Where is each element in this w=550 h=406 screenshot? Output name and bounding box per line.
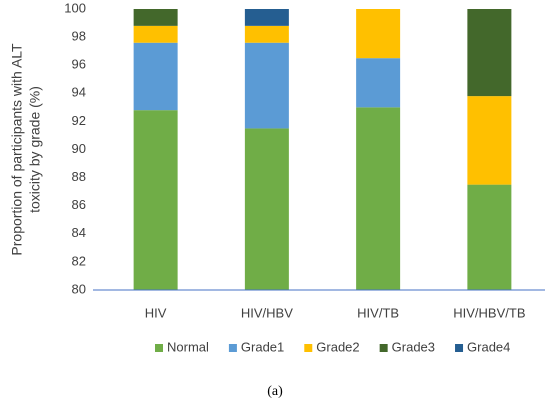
x-tick-label: HIV/TB — [357, 305, 399, 320]
y-tick-label: 98 — [72, 29, 86, 44]
bar-segment — [244, 42, 289, 129]
y-tick-label: 82 — [72, 253, 86, 268]
y-tick-label: 100 — [64, 0, 86, 15]
bar-segment — [133, 25, 178, 43]
y-axis-label: toxicity by grade (%) — [27, 86, 43, 213]
y-tick-label: 86 — [72, 197, 86, 212]
legend-label: Grade2 — [316, 339, 359, 354]
bar-segment — [133, 9, 178, 26]
bar-segment — [467, 9, 512, 97]
y-axis-label: Proportion of participants with ALT — [9, 43, 25, 256]
bar-segment — [244, 9, 289, 26]
legend-marker — [455, 344, 464, 352]
legend-marker — [379, 344, 388, 352]
y-tick-label: 96 — [72, 57, 86, 72]
bar-segment — [356, 9, 401, 59]
bar-segment — [467, 184, 512, 290]
bar-segment — [133, 42, 178, 111]
x-tick-label: HIV/HBV/TB — [453, 305, 525, 320]
legend-label: Normal — [167, 339, 209, 354]
bar-segment — [467, 96, 512, 185]
caption: (a) — [267, 384, 283, 399]
y-tick-label: 92 — [72, 113, 86, 128]
bar-segment — [133, 110, 178, 290]
legend-marker — [228, 344, 237, 352]
x-tick-label: HIV — [145, 305, 167, 320]
y-tick-label: 88 — [72, 169, 86, 184]
bar-segment — [356, 58, 401, 108]
legend-label: Grade1 — [241, 339, 284, 354]
y-tick-label: 84 — [72, 225, 86, 240]
x-tick-label: HIV/HBV — [241, 305, 293, 320]
legend-label: Grade3 — [392, 339, 435, 354]
bar-segment — [356, 107, 401, 290]
legend-marker — [155, 344, 163, 352]
bar-segment — [244, 128, 289, 290]
legend-marker — [304, 344, 313, 352]
y-tick-label: 80 — [72, 281, 86, 296]
y-tick-label: 90 — [72, 141, 86, 156]
bar-segment — [244, 25, 289, 43]
y-tick-label: 94 — [72, 85, 86, 100]
legend-label: Grade4 — [467, 339, 510, 354]
